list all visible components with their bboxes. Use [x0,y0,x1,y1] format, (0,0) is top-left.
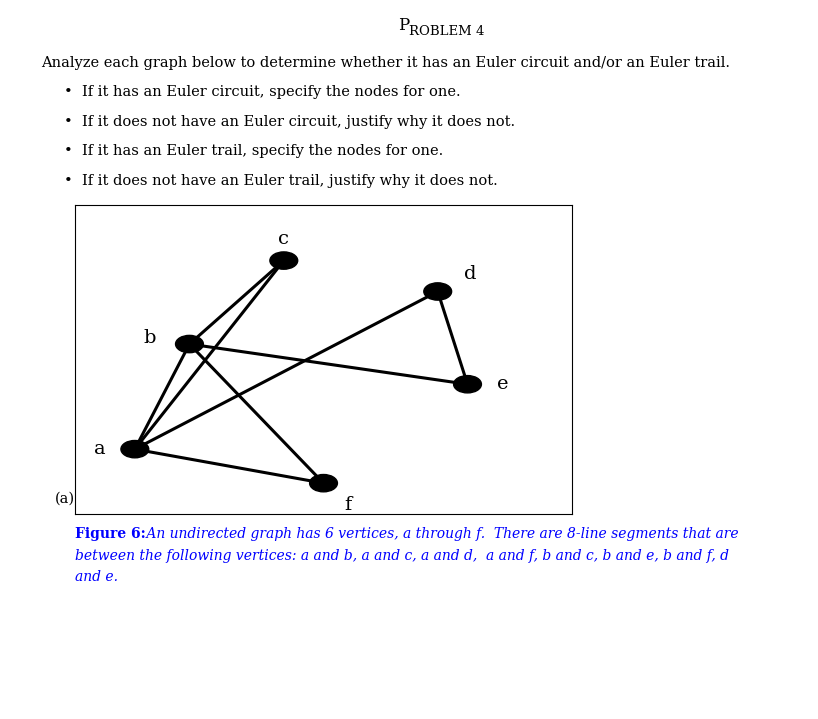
Text: and e.: and e. [75,570,119,584]
Text: If it has an Euler trail, specify the nodes for one.: If it has an Euler trail, specify the no… [83,145,443,158]
Text: between the following vertices: a and b, a and c, a and d,  a and f, b and c, b : between the following vertices: a and b,… [75,549,730,562]
Circle shape [454,375,482,393]
Text: d: d [464,265,476,283]
Text: An undirected graph has 6 vertices, a through f.  There are 8-line segments that: An undirected graph has 6 vertices, a th… [142,527,739,541]
Text: If it has an Euler circuit, specify the nodes for one.: If it has an Euler circuit, specify the … [83,85,461,99]
Text: If it does not have an Euler circuit, justify why it does not.: If it does not have an Euler circuit, ju… [83,115,515,129]
Text: ROBLEM 4: ROBLEM 4 [409,24,484,37]
Text: a: a [94,440,106,458]
Text: e: e [497,375,508,393]
Circle shape [176,335,204,353]
Text: P: P [398,17,409,35]
Circle shape [310,475,337,492]
Text: Analyze each graph below to determine whether it has an Euler circuit and/or an : Analyze each graph below to determine wh… [41,56,730,70]
Text: •: • [64,85,72,99]
Text: •: • [64,145,72,158]
Circle shape [270,252,298,269]
Text: •: • [64,174,72,188]
Text: b: b [143,329,156,347]
Text: (a): (a) [55,492,75,505]
Text: f: f [344,496,352,514]
Text: If it does not have an Euler trail, justify why it does not.: If it does not have an Euler trail, just… [83,174,498,188]
Text: •: • [64,115,72,129]
Circle shape [424,283,452,300]
Text: Figure 6:: Figure 6: [75,527,146,541]
Text: c: c [278,230,290,248]
Circle shape [121,441,149,458]
